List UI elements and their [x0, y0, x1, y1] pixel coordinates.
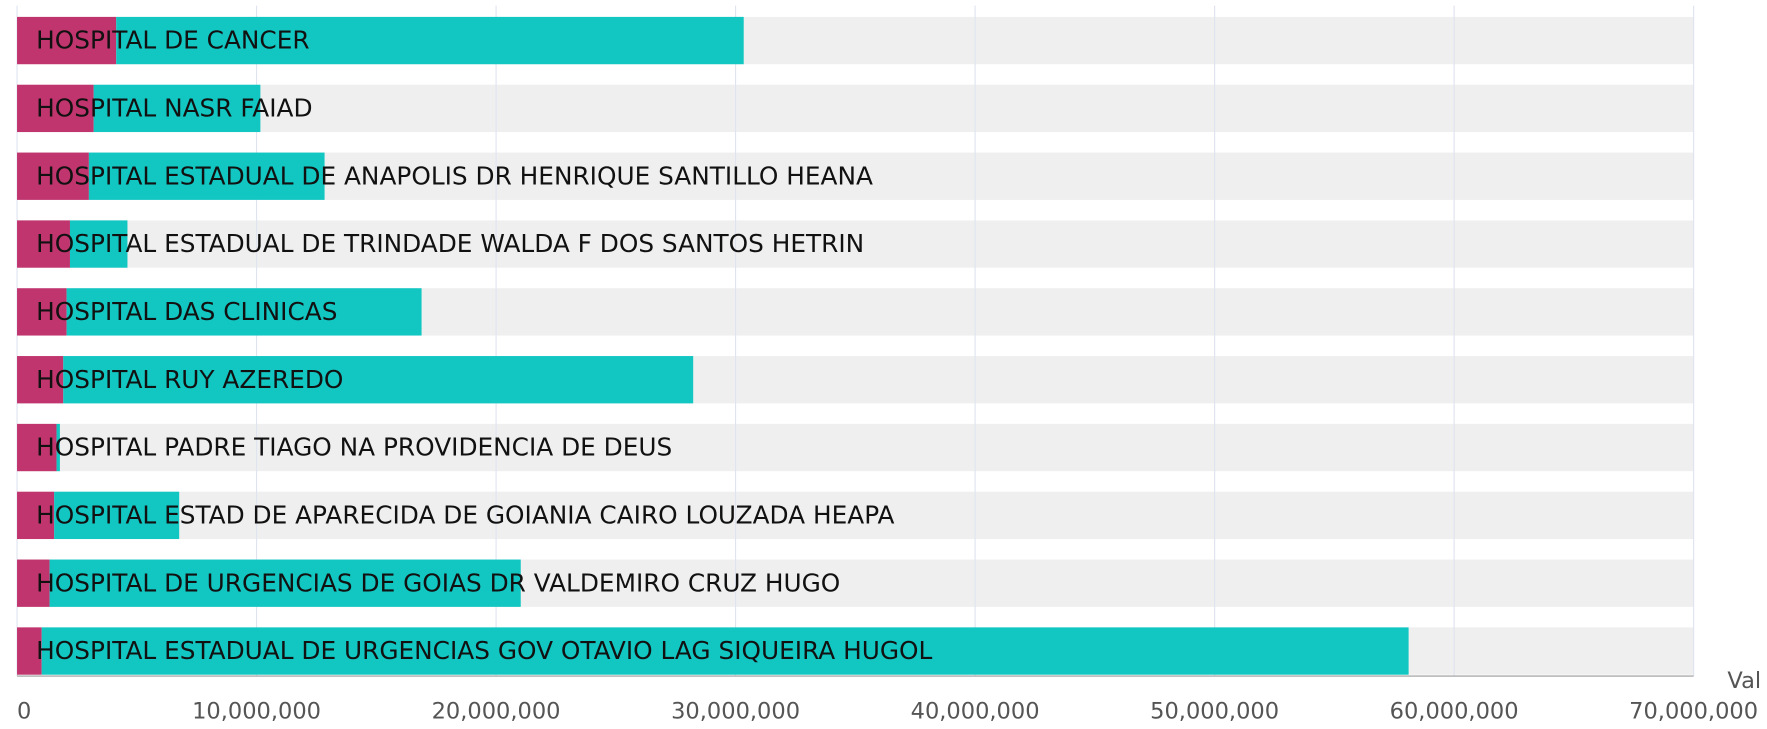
bar-label: HOSPITAL DAS CLINICAS: [36, 297, 337, 326]
bar: [54, 491, 180, 540]
x-tick-label: 0: [17, 699, 31, 725]
bar-label: HOSPITAL DE URGENCIAS DE GOIAS DR VALDEM…: [36, 568, 840, 597]
bar: [17, 16, 117, 65]
bar: [41, 627, 1409, 675]
bar: [17, 288, 67, 336]
bar-label: HOSPITAL ESTADUAL DE URGENCIAS GOV OTAVI…: [36, 636, 932, 665]
x-tick-label: 40,000,000: [911, 699, 1040, 725]
x-tick-label: 70,000,000: [1629, 699, 1758, 725]
bar-label: HOSPITAL NASR FAIAD: [36, 94, 312, 123]
labels: HOSPITAL DE CANCER HOSPITAL NASR FAIAD HOS…: [36, 26, 932, 665]
bar: [17, 220, 70, 268]
bar: [56, 423, 60, 472]
bar-label: HOSPITAL ESTADUAL DE ANAPOLIS DR HENRIQU…: [36, 161, 873, 190]
bar: [17, 627, 42, 675]
bar: [17, 423, 57, 472]
bar: [49, 559, 521, 607]
x-tick-label: 20,000,000: [432, 699, 561, 725]
bar: [69, 220, 128, 268]
track: [17, 84, 1694, 133]
bar-label: HOSPITAL ESTAD DE APARECIDA DE GOIANIA C…: [36, 500, 894, 529]
bar: [63, 356, 694, 404]
bar: [66, 288, 422, 336]
bar: [116, 16, 744, 65]
bar: [17, 84, 94, 133]
bar: [17, 152, 89, 200]
x-tick-label: 60,000,000: [1390, 699, 1519, 725]
bar: [17, 491, 55, 540]
bar-label: HOSPITAL PADRE TIAGO NA PROVIDENCIA DE D…: [36, 433, 672, 462]
bar-label: HOSPITAL DE CANCER: [36, 26, 309, 55]
bar-label: HOSPITAL ESTADUAL DE TRINDADE WALDA F DO…: [36, 229, 864, 258]
bar: [17, 356, 64, 404]
bar: [88, 152, 325, 200]
x-tick-label: 50,000,000: [1150, 699, 1279, 725]
x-tick-label: 30,000,000: [671, 699, 800, 725]
x-axis-label: Val: [1727, 668, 1761, 694]
bar: [17, 559, 50, 607]
track: [17, 220, 1694, 268]
bar-label: HOSPITAL RUY AZEREDO: [36, 365, 343, 394]
bars: [17, 16, 1409, 675]
x-tick-label: 10,000,000: [192, 699, 321, 725]
track: [17, 423, 1694, 472]
bar: [93, 84, 261, 133]
track: [17, 491, 1694, 540]
